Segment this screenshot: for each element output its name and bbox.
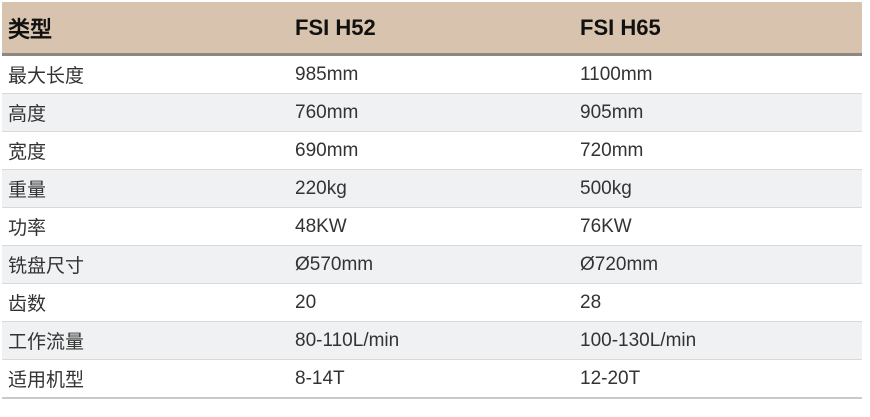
spec-value-h65: 76KW [580,207,862,246]
spec-label: 宽度 [2,131,295,170]
spec-label: 适用机型 [2,359,295,399]
spec-label: 重量 [2,169,295,208]
spec-value-h52: 760mm [295,93,580,132]
table-row-working-flow: 工作流量 80-110L/min 100-130L/min [2,321,862,360]
spec-value-h52: 220kg [295,169,580,208]
spec-value-h52: 985mm [295,54,580,94]
column-header-fsi-h65: FSI H65 [580,2,862,56]
spec-value-h65: 12-20T [580,359,862,399]
spec-value-h52: Ø570mm [295,245,580,284]
spec-table: 类型 FSI H52 FSI H65 最大长度 985mm 1100mm 高度 … [2,2,862,399]
spec-label: 铣盘尺寸 [2,245,295,284]
spec-table-container: 类型 FSI H52 FSI H65 最大长度 985mm 1100mm 高度 … [2,2,862,399]
table-row-width: 宽度 690mm 720mm [2,131,862,170]
table-row-disc-size: 铣盘尺寸 Ø570mm Ø720mm [2,245,862,284]
table-header-row: 类型 FSI H52 FSI H65 [2,2,862,56]
spec-value-h65: 100-130L/min [580,321,862,360]
spec-label: 齿数 [2,283,295,322]
table-row-power: 功率 48KW 76KW [2,207,862,246]
table-row-weight: 重量 220kg 500kg [2,169,862,208]
spec-value-h52: 48KW [295,207,580,246]
column-header-fsi-h52: FSI H52 [295,2,580,56]
spec-value-h65: 500kg [580,169,862,208]
spec-value-h65: 28 [580,283,862,322]
spec-label: 工作流量 [2,321,295,360]
spec-value-h52: 80-110L/min [295,321,580,360]
table-row-teeth-count: 齿数 20 28 [2,283,862,322]
spec-value-h65: Ø720mm [580,245,862,284]
table-row-height: 高度 760mm 905mm [2,93,862,132]
spec-label: 功率 [2,207,295,246]
table-row-applicable-machine: 适用机型 8-14T 12-20T [2,359,862,399]
spec-value-h52: 20 [295,283,580,322]
table-row-max-length: 最大长度 985mm 1100mm [2,54,862,94]
spec-label: 高度 [2,93,295,132]
column-header-type: 类型 [2,2,295,56]
spec-label: 最大长度 [2,54,295,94]
spec-value-h52: 690mm [295,131,580,170]
spec-value-h65: 720mm [580,131,862,170]
spec-value-h65: 905mm [580,93,862,132]
spec-value-h65: 1100mm [580,54,862,94]
spec-value-h52: 8-14T [295,359,580,399]
